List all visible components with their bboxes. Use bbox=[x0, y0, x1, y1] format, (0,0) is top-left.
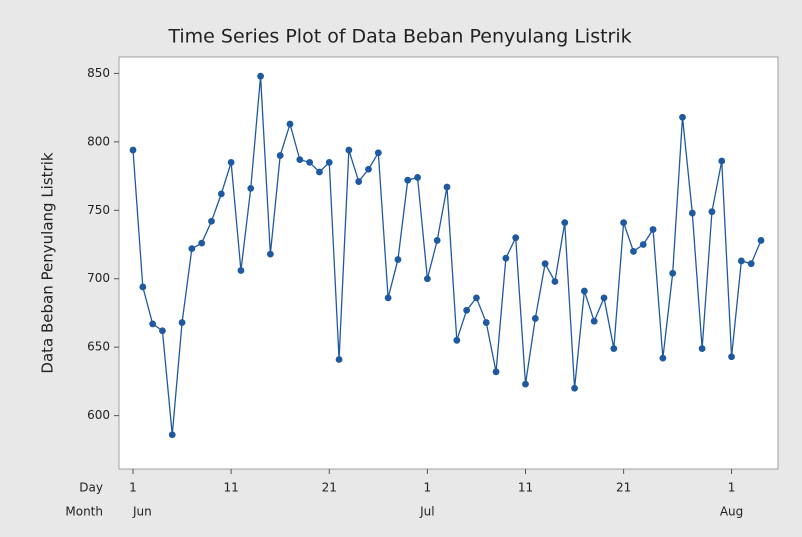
point bbox=[551, 278, 559, 285]
x-tick-label: 11 bbox=[223, 481, 238, 495]
point bbox=[227, 158, 235, 166]
point bbox=[384, 294, 392, 302]
point bbox=[698, 345, 706, 352]
point bbox=[404, 176, 412, 184]
point bbox=[600, 294, 608, 302]
point bbox=[610, 345, 618, 352]
point bbox=[473, 294, 480, 302]
point bbox=[286, 120, 294, 128]
x-month-label: Jun bbox=[132, 505, 152, 519]
x-row-label: Day bbox=[79, 481, 103, 495]
x-tick-label: 1 bbox=[424, 481, 432, 495]
point bbox=[590, 317, 598, 325]
point bbox=[649, 226, 657, 233]
point bbox=[728, 353, 735, 361]
point bbox=[482, 319, 490, 326]
point bbox=[541, 260, 549, 268]
x-row-label: Month bbox=[65, 505, 103, 519]
x-tick-label: 11 bbox=[518, 481, 533, 495]
y-tick-label: 850 bbox=[87, 66, 110, 80]
point bbox=[247, 185, 255, 192]
point bbox=[159, 327, 166, 335]
point bbox=[747, 260, 755, 268]
point bbox=[139, 283, 147, 291]
point bbox=[708, 208, 716, 216]
point bbox=[198, 239, 206, 247]
point bbox=[208, 217, 215, 225]
point bbox=[414, 174, 421, 181]
point bbox=[188, 245, 196, 253]
point bbox=[453, 336, 461, 344]
chart-title: Time Series Plot of Data Beban Penyulang… bbox=[167, 26, 631, 48]
point bbox=[463, 306, 471, 314]
point bbox=[580, 287, 588, 295]
point bbox=[374, 149, 382, 157]
point bbox=[688, 209, 696, 217]
point bbox=[757, 237, 765, 244]
point bbox=[237, 267, 245, 274]
point bbox=[620, 219, 628, 227]
y-tick-label: 800 bbox=[87, 134, 110, 148]
point bbox=[669, 269, 677, 277]
point bbox=[718, 157, 726, 165]
point bbox=[345, 146, 353, 154]
y-tick-label: 650 bbox=[87, 340, 110, 354]
point bbox=[561, 219, 569, 227]
y-tick-label: 700 bbox=[87, 271, 110, 285]
point bbox=[355, 178, 363, 185]
point bbox=[639, 241, 647, 248]
y-tick-label: 750 bbox=[87, 203, 110, 217]
point bbox=[737, 257, 745, 265]
point bbox=[443, 183, 451, 191]
point bbox=[325, 158, 333, 166]
point bbox=[129, 146, 137, 154]
point bbox=[276, 152, 284, 159]
point bbox=[512, 234, 520, 242]
x-tick-label: 1 bbox=[129, 481, 137, 495]
point bbox=[316, 168, 323, 176]
point bbox=[522, 380, 529, 388]
x-month-label: Aug bbox=[720, 505, 743, 519]
point bbox=[630, 247, 637, 255]
point bbox=[168, 431, 176, 439]
y-axis-label: Data Beban Penyulang Listrik bbox=[39, 152, 57, 373]
point bbox=[679, 113, 686, 121]
x-tick-label: 21 bbox=[322, 481, 337, 495]
point bbox=[149, 320, 157, 328]
x-month-label: Jul bbox=[419, 505, 434, 519]
point bbox=[531, 315, 539, 322]
point bbox=[394, 256, 402, 263]
point bbox=[659, 354, 667, 362]
point bbox=[217, 190, 225, 198]
x-tick-label: 21 bbox=[616, 481, 631, 495]
point bbox=[257, 72, 264, 80]
point bbox=[178, 319, 186, 326]
point bbox=[433, 237, 441, 244]
point bbox=[423, 275, 431, 283]
plot-area bbox=[118, 56, 779, 470]
point bbox=[492, 368, 500, 376]
y-tick-label: 600 bbox=[87, 408, 110, 422]
point bbox=[296, 156, 304, 164]
point bbox=[571, 384, 578, 392]
point bbox=[335, 356, 343, 363]
point bbox=[502, 254, 510, 262]
point bbox=[266, 250, 274, 258]
x-tick-label: 1 bbox=[728, 481, 736, 495]
point bbox=[306, 158, 314, 166]
point bbox=[365, 165, 372, 173]
